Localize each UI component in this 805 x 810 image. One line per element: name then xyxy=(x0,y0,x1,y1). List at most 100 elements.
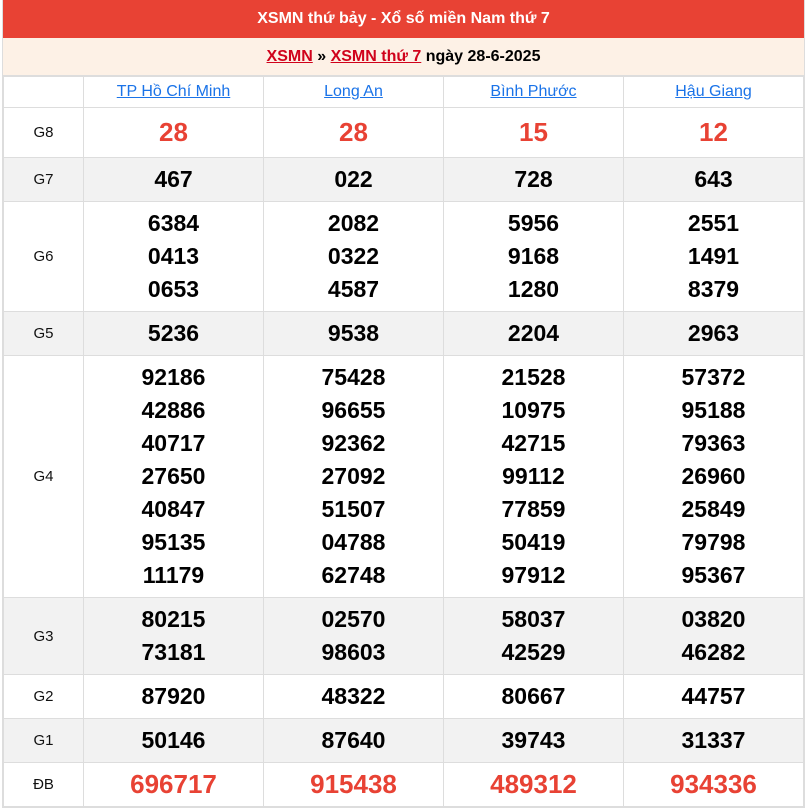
prize-number: 728 xyxy=(514,166,553,192)
prize-cell: 39743 xyxy=(443,718,624,763)
prize-cell: 92186 42886 40717 27650 40847 95135 11179 xyxy=(83,355,264,598)
prize-number: 50419 xyxy=(501,529,566,555)
prize-number: 26960 xyxy=(681,463,746,489)
prize-number: 489312 xyxy=(490,769,577,799)
province-link[interactable]: Bình Phước xyxy=(490,83,577,100)
header-empty-cell xyxy=(3,76,84,108)
prize-cell: 2204 xyxy=(443,311,624,356)
province-header: TP Hồ Chí Minh xyxy=(83,76,264,108)
prize-number: 9168 xyxy=(507,243,560,269)
prize-number: 12 xyxy=(699,117,728,147)
prize-cell: 9538 xyxy=(263,311,444,356)
breadcrumb-separator: » xyxy=(317,48,327,65)
prize-cell: 5956 9168 1280 xyxy=(443,201,624,312)
prize-number: 40717 xyxy=(141,430,206,456)
prize-cell: 2082 0322 4587 xyxy=(263,201,444,312)
prize-cell: 12 xyxy=(623,107,804,158)
prize-number: 79363 xyxy=(681,430,746,456)
prize-row-G6: G6 6384 0413 0653 2082 0322 4587 5956 9168 1280 25… xyxy=(3,201,804,312)
prize-number: 1491 xyxy=(687,243,740,269)
prize-cell: 31337 xyxy=(623,718,804,763)
province-link[interactable]: Long An xyxy=(324,83,383,100)
prize-number: 25849 xyxy=(681,496,746,522)
results-table: TP Hồ Chí Minh Long An Bình Phước Hậu Giang… xyxy=(3,76,804,807)
prize-number: 467 xyxy=(154,166,193,192)
prize-cell: 6384 0413 0653 xyxy=(83,201,264,312)
prize-row-G1: G1 50146 87640 39743 31337 xyxy=(3,718,804,763)
prize-number: 95188 xyxy=(681,397,746,423)
prize-number: 57372 xyxy=(681,364,746,390)
breadcrumb: XSMN » XSMN thứ 7 ngày 28-6-2025 xyxy=(3,38,804,76)
province-header-row: TP Hồ Chí Minh Long An Bình Phước Hậu Giang xyxy=(3,76,804,108)
prize-cell: 022 xyxy=(263,157,444,202)
prize-number: 643 xyxy=(694,166,733,192)
prize-number: 50146 xyxy=(141,727,206,753)
prize-number: 0653 xyxy=(147,276,200,302)
prize-number: 92362 xyxy=(321,430,386,456)
prize-row-G5: G5 5236 9538 2204 2963 xyxy=(3,311,804,356)
prize-row-ĐB: ĐB 696717 915438 489312 934336 xyxy=(3,762,804,807)
prize-number: 80215 xyxy=(141,606,206,632)
prize-number: 0413 xyxy=(147,243,200,269)
prize-number: 96655 xyxy=(321,397,386,423)
prize-number: 42886 xyxy=(141,397,206,423)
prize-cell: 02570 98603 xyxy=(263,597,444,675)
prize-number: 87640 xyxy=(321,727,386,753)
prize-row-G7: G7 467 022 728 643 xyxy=(3,157,804,202)
prize-number: 51507 xyxy=(321,496,386,522)
breadcrumb-xsmn-link[interactable]: XSMN xyxy=(266,48,313,65)
prize-number: 2551 xyxy=(687,210,740,236)
prize-number: 8379 xyxy=(687,276,740,302)
prize-cell: 2963 xyxy=(623,311,804,356)
prize-label: G6 xyxy=(3,201,84,312)
prize-number: 915438 xyxy=(310,769,397,799)
prize-number: 79798 xyxy=(681,529,746,555)
prize-cell: 28 xyxy=(263,107,444,158)
prize-number: 58037 xyxy=(501,606,566,632)
province-header: Bình Phước xyxy=(443,76,624,108)
prize-number: 77859 xyxy=(501,496,566,522)
prize-number: 28 xyxy=(159,117,188,147)
prize-number: 98603 xyxy=(321,639,386,665)
prize-number: 99112 xyxy=(502,463,565,489)
prize-cell: 728 xyxy=(443,157,624,202)
prize-label: G1 xyxy=(3,718,84,763)
prize-cell: 2551 1491 8379 xyxy=(623,201,804,312)
province-link[interactable]: TP Hồ Chí Minh xyxy=(116,83,231,100)
prize-row-G8: G8 28 28 15 12 xyxy=(3,107,804,158)
prize-number: 28 xyxy=(339,117,368,147)
prize-number: 40847 xyxy=(141,496,206,522)
prize-number: 04788 xyxy=(321,529,386,555)
prize-number: 15 xyxy=(519,117,548,147)
prize-label: G2 xyxy=(3,674,84,719)
prize-number: 02570 xyxy=(321,606,386,632)
prize-number: 4587 xyxy=(327,276,380,302)
prize-row-G2: G2 87920 48322 80667 44757 xyxy=(3,674,804,719)
prize-label: G4 xyxy=(3,355,84,598)
prize-number: 97912 xyxy=(501,562,566,588)
prize-cell: 489312 xyxy=(443,762,624,807)
prize-number: 95135 xyxy=(141,529,206,555)
prize-cell: 03820 46282 xyxy=(623,597,804,675)
prize-cell: 58037 42529 xyxy=(443,597,624,675)
prize-row-G3: G3 80215 73181 02570 98603 58037 42529 03820 462… xyxy=(3,597,804,675)
prize-cell: 87640 xyxy=(263,718,444,763)
prize-cell: 48322 xyxy=(263,674,444,719)
prize-cell: 28 xyxy=(83,107,264,158)
prize-cell: 50146 xyxy=(83,718,264,763)
prize-number: 75428 xyxy=(321,364,386,390)
draw-date: ngày 28-6-2025 xyxy=(425,48,541,65)
prize-number: 21528 xyxy=(501,364,566,390)
prize-number: 6384 xyxy=(147,210,200,236)
breadcrumb-xsmn-thu7-link[interactable]: XSMN thứ 7 xyxy=(330,48,422,65)
prize-number: 31337 xyxy=(681,727,746,753)
prize-number: 5236 xyxy=(147,320,200,346)
prize-number: 696717 xyxy=(130,769,217,799)
prize-number: 934336 xyxy=(670,769,757,799)
prize-label: G8 xyxy=(3,107,84,158)
prize-cell: 80215 73181 xyxy=(83,597,264,675)
prize-number: 95367 xyxy=(681,562,746,588)
province-link[interactable]: Hậu Giang xyxy=(675,83,752,100)
prize-number: 27092 xyxy=(321,463,386,489)
